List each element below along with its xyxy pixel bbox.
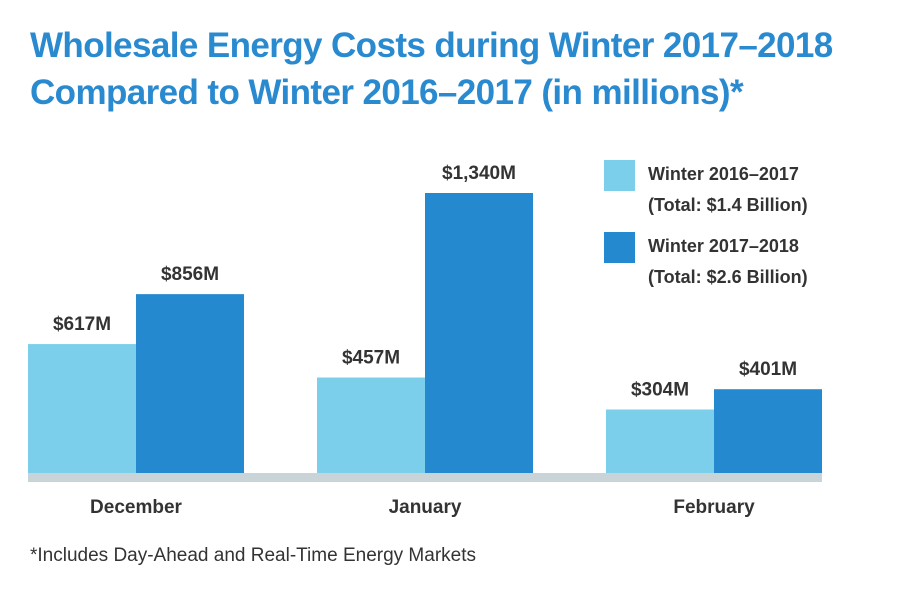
data-label-january-series-2: $1,340M	[442, 163, 516, 184]
chart-title-line-1: Wholesale Energy Costs during Winter 201…	[30, 26, 833, 65]
chart-title: Wholesale Energy Costs during Winter 201…	[30, 22, 890, 116]
category-label-january: January	[389, 497, 462, 518]
legend-label-series-2-line-1: Winter 2017–2018	[648, 236, 799, 256]
bar-january-series-1	[317, 377, 425, 473]
bar-december-series-1	[28, 344, 136, 473]
bar-february-series-1	[606, 409, 714, 473]
bar-december-series-2	[136, 294, 244, 473]
data-label-february-series-2: $401M	[739, 359, 797, 380]
legend-label-series-1-line-2: (Total: $1.4 Billion)	[648, 195, 808, 215]
bar-february-series-2	[714, 389, 822, 473]
legend-swatch-series-2	[604, 232, 635, 263]
legend-swatch-series-1	[604, 160, 635, 191]
chart-baseline	[28, 473, 822, 482]
legend-label-series-1-line-1: Winter 2016–2017	[648, 164, 799, 184]
data-label-january-series-1: $457M	[342, 348, 400, 369]
bar-january-series-2	[425, 193, 533, 473]
legend-label-series-2-line-2: (Total: $2.6 Billion)	[648, 267, 808, 287]
category-label-february: February	[673, 497, 755, 518]
chart-title-line-2: Compared to Winter 2016–2017 (in million…	[30, 73, 744, 112]
footnote: *Includes Day-Ahead and Real-Time Energy…	[30, 545, 476, 566]
category-label-december: December	[90, 497, 182, 518]
data-label-february-series-1: $304M	[631, 379, 689, 400]
data-label-december-series-1: $617M	[53, 314, 111, 335]
data-label-december-series-2: $856M	[161, 264, 219, 285]
